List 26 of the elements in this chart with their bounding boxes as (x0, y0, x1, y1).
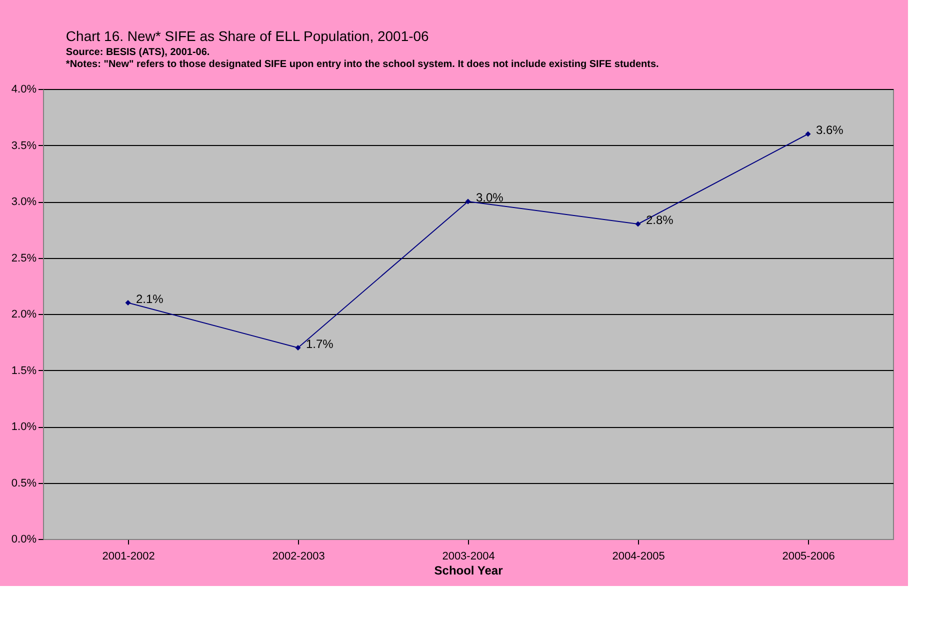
text: *Notes: "New" refers to those designated SIFE upon entry into the school system. It does not include existing SIFE students. (66, 59, 660, 70)
y-tick-label: 2.0% (11, 308, 37, 320)
point (635, 221, 641, 227)
x-axis-title: School Year (434, 564, 504, 578)
y-tick-label: 4.0% (11, 84, 37, 96)
chart-title: Chart 16. New* SIFE as Share of ELL Population, 2001-06 (66, 28, 430, 44)
y-tick-label: 0.5% (11, 477, 37, 490)
x-tick-label: 2003-2004 (442, 550, 495, 562)
data-label: 1.7% (306, 336, 334, 351)
y-tick-label: 2.5% (11, 252, 37, 264)
point (805, 131, 811, 137)
y-tick-label: 1.0% (11, 421, 37, 433)
y-tick-label: 1.5% (11, 364, 37, 377)
y-tick-label: 3.5% (11, 140, 37, 152)
x-tick-label: 2005-2006 (782, 550, 835, 562)
x-tick-label: 2002-2003 (272, 550, 325, 562)
x-tick-label: 2004-2005 (612, 550, 665, 562)
data-label: 3.0% (476, 190, 504, 204)
x-tick-label: 2001-2002 (102, 550, 155, 562)
y-tick-label: 3.0% (11, 196, 37, 208)
source-note: Source: BESIS (ATS), 2001-06. (66, 47, 210, 58)
data-label: 3.6% (816, 123, 844, 137)
data-label: 2.1% (136, 292, 164, 306)
y-tick-label: 0.0% (11, 534, 37, 546)
data-label: 2.8% (646, 213, 674, 227)
point (465, 198, 471, 204)
